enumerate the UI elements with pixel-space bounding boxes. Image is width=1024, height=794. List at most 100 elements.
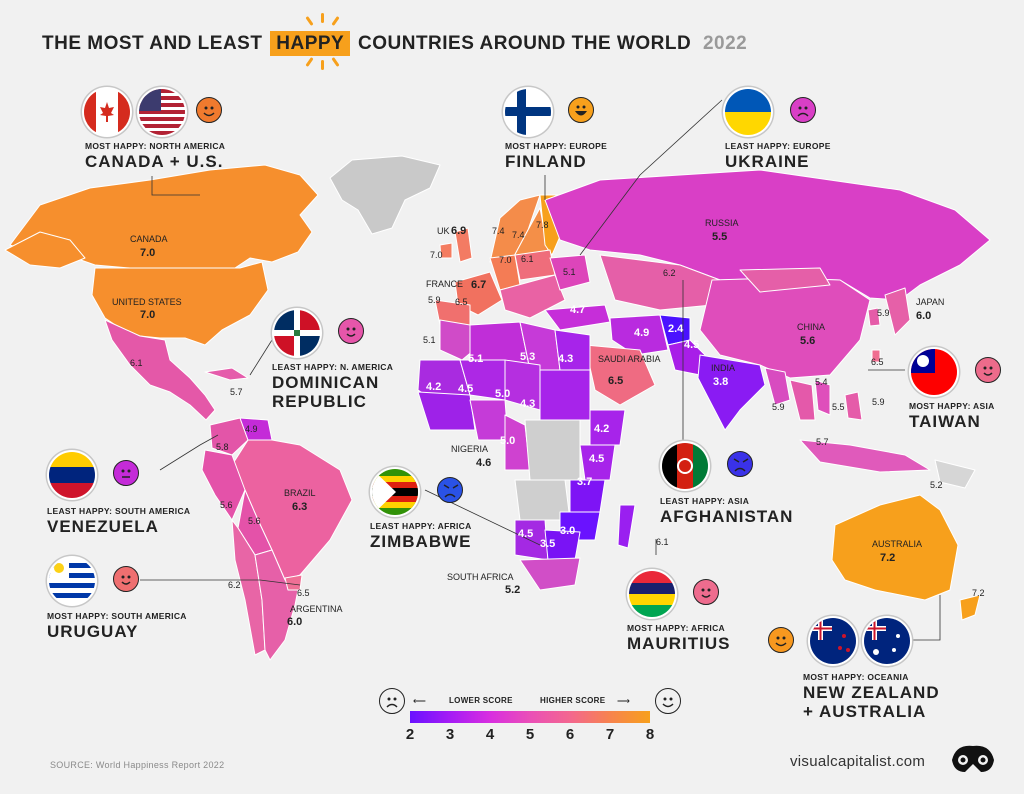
legend-tick: 3	[445, 726, 455, 743]
ireland-region	[439, 242, 453, 259]
sudan-region	[539, 369, 591, 421]
canada-region	[9, 164, 319, 269]
namibia-value: 4.5	[518, 528, 533, 540]
uruguay-value: 6.5	[297, 588, 310, 598]
westafrica-region	[417, 391, 476, 431]
legend-tick: 2	[405, 726, 415, 743]
afghanistan-flag-icon	[660, 441, 710, 491]
thailand-value: 5.9	[772, 402, 785, 412]
caribbean-region	[204, 367, 249, 381]
us-value: 7.0	[140, 309, 155, 321]
saudi-value: 6.5	[608, 375, 623, 387]
finland-sub: MOST HAPPY: EUROPE	[505, 141, 608, 151]
philippines-value: 5.9	[872, 397, 885, 407]
egypt-value: 4.3	[558, 353, 573, 365]
chad-value: 5.0	[495, 388, 510, 400]
kazakhstan-value: 6.2	[663, 268, 676, 278]
canada-name: CANADA	[130, 234, 168, 244]
zimbabwe-sub: LEAST HAPPY: AFRICA	[370, 521, 472, 531]
saudi-region	[584, 344, 656, 406]
legend-lower-label: LOWER SCORE	[449, 696, 513, 705]
right-arrow-icon: ⟶	[617, 696, 630, 706]
happy-face-icon	[768, 627, 794, 653]
algeria-value: 5.1	[468, 353, 483, 365]
russia-name: RUSSIA	[705, 218, 739, 228]
myanmar-value: 5.4	[815, 377, 828, 387]
india-region	[697, 354, 766, 431]
mauritius-flag-icon	[627, 569, 677, 619]
afghanistan-sub: LEAST HAPPY: ASIA	[660, 496, 750, 506]
niger-value: 4.5	[458, 383, 473, 395]
legend-tick: 7	[605, 726, 615, 743]
vietnam-value: 5.5	[832, 402, 845, 412]
japan-name: JAPAN	[916, 297, 944, 307]
portugal-value: 5.9	[428, 295, 441, 305]
nz-aus-name-line1: NEW ZEALAND	[803, 683, 940, 702]
venezuela-sub: LEAST HAPPY: SOUTH AMERICA	[47, 506, 191, 516]
southafrica-value: 5.2	[505, 584, 520, 596]
happy-face-icon	[196, 97, 222, 123]
taiwan-flag-icon	[909, 347, 959, 397]
zambia-value: 3.0	[560, 525, 575, 537]
saudi-name: SAUDI ARABIA	[598, 354, 661, 364]
southafrica-region	[519, 557, 581, 591]
nz-aus-name-line2: + AUSTRALIA	[803, 702, 927, 721]
ukraine-value: 5.1	[563, 267, 576, 277]
indonesia-region	[799, 439, 931, 473]
legend-tick: 8	[645, 726, 655, 743]
iran-region	[609, 314, 669, 356]
spain-value: 6.5	[455, 297, 468, 307]
dominican-flag-icon	[272, 308, 322, 358]
brand-url[interactable]: visualcapitalist.com	[790, 753, 926, 770]
argentina-name: ARGENTINA	[290, 604, 343, 614]
brazil-name: BRAZIL	[284, 488, 316, 498]
australia-region	[831, 494, 959, 601]
easteurope-region	[499, 274, 566, 319]
nigeria-name: NIGERIA	[451, 444, 488, 454]
japan-value: 6.0	[916, 310, 931, 322]
uruguay-flag-icon	[47, 556, 97, 606]
russia-region	[544, 169, 991, 301]
sweden-value: 7.4	[512, 230, 525, 240]
greenland-region	[329, 155, 441, 235]
canada-flag-icon	[82, 87, 132, 137]
page-title: THE MOST AND LEAST HAPPY COUNTRIES AROUN…	[42, 31, 747, 56]
myanmar-region	[764, 367, 791, 406]
central-value: 5.1	[423, 335, 436, 345]
zimbabwe-value: 3.5	[540, 538, 555, 550]
ethiopia-value: 4.2	[594, 423, 609, 435]
sad-face-legend-icon	[379, 688, 405, 714]
china-name: CHINA	[797, 322, 825, 332]
finland-name: FINLAND	[505, 152, 587, 171]
canada-us-name: CANADA + U.S.	[85, 152, 224, 171]
png-region	[934, 459, 976, 489]
us-name: UNITED STATES	[112, 297, 182, 307]
legend-tick: 6	[565, 726, 575, 743]
japan-region	[884, 287, 911, 336]
argentina-region	[254, 549, 301, 661]
ireland-value: 7.0	[430, 250, 443, 260]
ukraine-sub: LEAST HAPPY: EUROPE	[725, 141, 831, 151]
russia-value: 5.5	[712, 231, 727, 243]
taiwan-value: 6.5	[871, 357, 884, 367]
sparkle-icon	[321, 13, 324, 23]
title-highlight: HAPPY	[270, 31, 351, 56]
australia-name: AUSTRALIA	[872, 539, 922, 549]
ukraine-flag-icon	[723, 87, 773, 137]
caribbean-value: 5.7	[230, 387, 243, 397]
ethiopia-region	[589, 409, 626, 446]
venezuela-name: VENEZUELA	[47, 517, 159, 536]
ukraine-name: UKRAINE	[725, 152, 810, 171]
uruguay-region	[284, 574, 303, 591]
usa-region	[91, 261, 269, 346]
smile-face-icon	[338, 318, 364, 344]
legend-color-scale	[410, 711, 650, 723]
australia-flag-icon	[862, 616, 912, 666]
taiwan-name: TAIWAN	[909, 412, 981, 431]
brand-logo-icon	[948, 740, 998, 776]
southafrica-name: SOUTH AFRICA	[447, 572, 514, 582]
iran-value: 4.9	[634, 327, 649, 339]
cameroon-value: 5.0	[500, 435, 515, 447]
mexico-value: 6.1	[130, 358, 143, 368]
